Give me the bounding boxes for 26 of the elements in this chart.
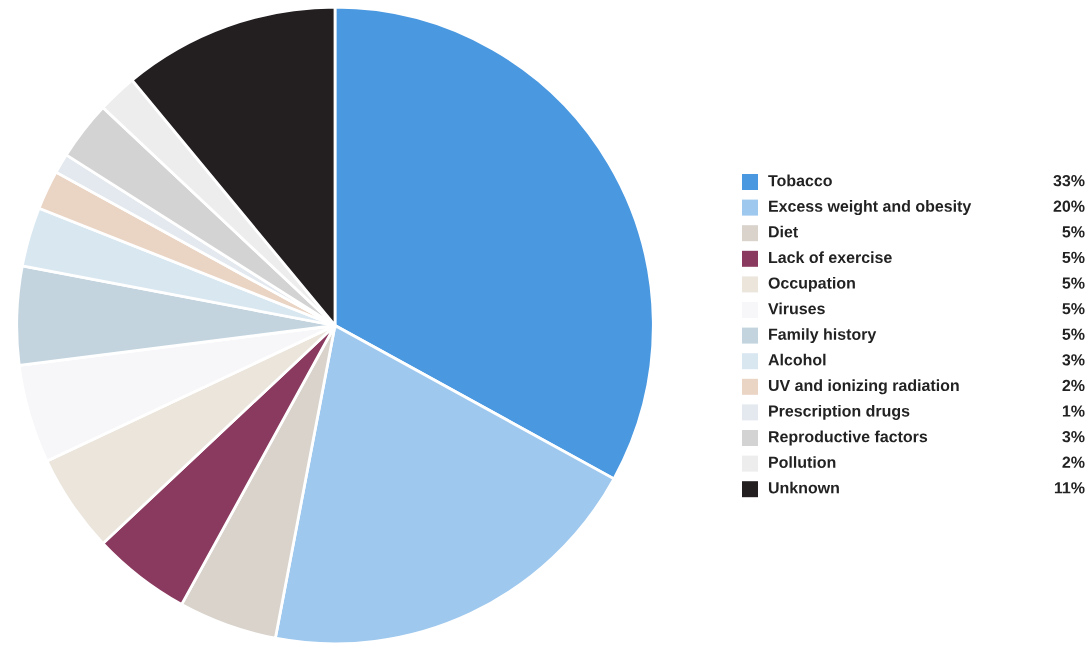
data-label: 5% [1062,226,1085,238]
data-label: 3% [1062,354,1085,366]
data-label: 1% [1062,405,1085,417]
legend-label: Pollution [769,456,836,468]
data-label: 5% [1062,251,1085,264]
data-label: 5% [1062,328,1085,340]
data-label: 20% [1053,200,1085,212]
data-label: 33% [1053,174,1085,187]
legend-label: Alcohol [768,353,826,366]
data-label: 5% [1062,303,1085,315]
data-label: 2% [1062,379,1085,392]
legend-label: Reproductive factors [769,430,928,446]
data-label: 11% [1054,482,1085,494]
legend-label: Excess weight and obesity [769,200,972,216]
legend-label: Diet [769,225,798,238]
legend-label: Lack of exercise [769,251,892,264]
data-label: 3% [1062,430,1085,443]
legend-label: Occupation [768,276,855,292]
legend-label: Unknown [768,481,839,494]
legend-label: Family history [769,328,877,344]
data-label: 2% [1062,456,1085,468]
data-label: 5% [1062,277,1085,289]
legend-label: Tobacco [768,174,832,187]
legend-label: UV and ionizing radiation [768,379,959,395]
legend-label: Prescription drugs [769,404,910,420]
legend-label: Viruses [768,302,825,315]
